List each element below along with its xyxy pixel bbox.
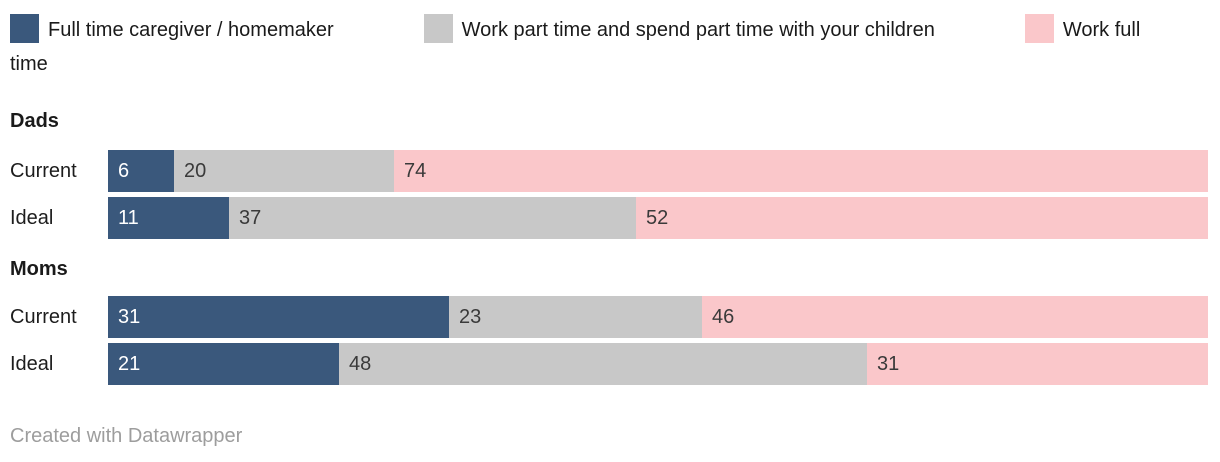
- legend-item: Full time caregiver / homemaker: [10, 14, 334, 43]
- chart-group-moms: Moms Current 31 23 46 Ideal 21 48 31: [0, 255, 1220, 385]
- stacked-bar: 21 48 31: [108, 343, 1208, 385]
- bar-segment: 52: [636, 197, 1208, 239]
- group-title: Moms: [10, 258, 68, 280]
- legend-item-label: Full time caregiver / homemaker: [48, 19, 334, 41]
- row-label: Current: [10, 160, 77, 182]
- row-label: Ideal: [10, 353, 54, 375]
- bar-segment: 37: [229, 197, 636, 239]
- bar-value-label: 23: [459, 306, 482, 328]
- legend-item: Work part time and spend part time with …: [423, 14, 935, 43]
- bar-value-label: 52: [646, 207, 669, 229]
- legend-swatch-icon: [423, 14, 453, 43]
- group-title: Dads: [10, 110, 59, 132]
- bar-segment: 21: [108, 343, 339, 385]
- bar-value-label: 21: [118, 353, 141, 375]
- bar-segment: 31: [867, 343, 1208, 385]
- legend-item-label: Work part time and spend part time with …: [461, 19, 935, 41]
- bar-row: Current 6 20 74: [0, 150, 1220, 192]
- bar-value-label: 31: [118, 306, 141, 328]
- bar-row: Current 31 23 46: [0, 296, 1220, 338]
- bar-value-label: 20: [184, 160, 207, 182]
- bar-segment: 48: [339, 343, 867, 385]
- bar-value-label: 37: [239, 207, 262, 229]
- bar-segment: 20: [174, 150, 394, 192]
- legend-item: Work full time: [10, 14, 1141, 75]
- legend-item-label: Work full time: [10, 19, 1141, 75]
- chart-body: Dads Current 6 20 74 Ideal 11 37 52 Moms Current 31…: [0, 107, 1220, 385]
- stacked-bar: 6 20 74: [108, 150, 1208, 192]
- bar-segment: 74: [394, 150, 1208, 192]
- bar-value-label: 74: [404, 160, 427, 182]
- datawrapper-credit: Created with Datawrapper: [10, 425, 243, 447]
- bar-segment: 23: [449, 296, 702, 338]
- stacked-bar: 11 37 52: [108, 197, 1208, 239]
- bar-value-label: 48: [349, 353, 372, 375]
- row-label: Ideal: [10, 207, 54, 229]
- bar-segment: 46: [702, 296, 1208, 338]
- stacked-bar: 31 23 46: [108, 296, 1208, 338]
- bar-value-label: 31: [877, 353, 900, 375]
- bar-segment: 31: [108, 296, 449, 338]
- bar-segment: 11: [108, 197, 229, 239]
- bar-value-label: 46: [712, 306, 735, 328]
- bar-row: Ideal 11 37 52: [0, 197, 1220, 239]
- bar-segment: 6: [108, 150, 174, 192]
- row-label: Current: [10, 306, 77, 328]
- legend: Full time caregiver / homemaker Work part…: [0, 0, 1142, 81]
- chart-group-dads: Dads Current 6 20 74 Ideal 11 37 52: [0, 107, 1220, 239]
- legend-swatch-icon: [1024, 14, 1054, 43]
- bar-row: Ideal 21 48 31: [0, 343, 1220, 385]
- bar-value-label: 6: [118, 160, 130, 182]
- bar-value-label: 11: [118, 207, 139, 229]
- legend-swatch-icon: [10, 14, 39, 43]
